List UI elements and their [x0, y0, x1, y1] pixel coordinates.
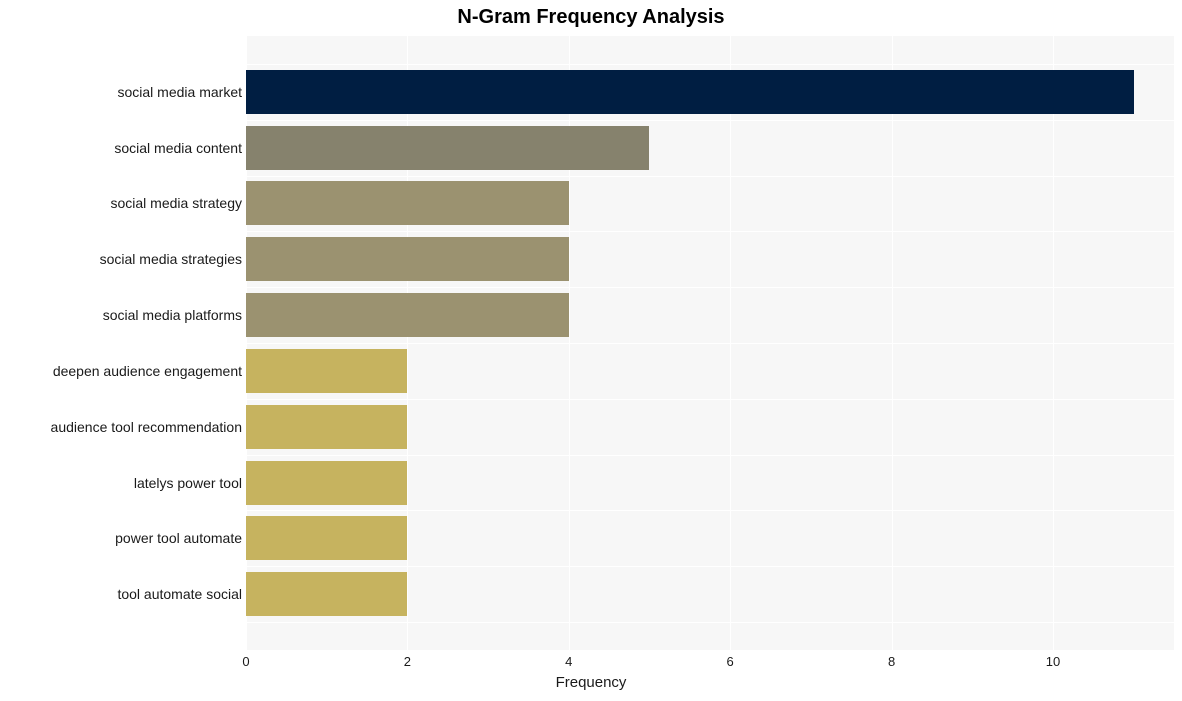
bar	[246, 237, 569, 281]
x-tick-label: 8	[888, 654, 895, 669]
y-tick-label: power tool automate	[2, 530, 242, 546]
ngram-frequency-chart: N-Gram Frequency Analysis social media m…	[0, 0, 1182, 701]
bar	[246, 349, 407, 393]
bar	[246, 572, 407, 616]
bar-row	[246, 566, 1174, 622]
plot-area	[246, 36, 1174, 650]
bar-row	[246, 64, 1174, 120]
y-tick-label: latelys power tool	[2, 475, 242, 491]
y-tick-label: social media platforms	[2, 307, 242, 323]
bar-row	[246, 455, 1174, 511]
row-separator	[246, 64, 1174, 65]
bar-row	[246, 510, 1174, 566]
bar	[246, 70, 1134, 114]
x-tick-label: 4	[565, 654, 572, 669]
bar	[246, 405, 407, 449]
chart-title: N-Gram Frequency Analysis	[0, 6, 1182, 29]
y-tick-label: social media strategy	[2, 195, 242, 211]
bar-row	[246, 231, 1174, 287]
x-tick-label: 2	[404, 654, 411, 669]
x-tick-label: 10	[1046, 654, 1060, 669]
y-tick-label: social media market	[2, 84, 242, 100]
bar	[246, 181, 569, 225]
bar-row	[246, 343, 1174, 399]
x-tick-label: 6	[727, 654, 734, 669]
y-tick-label: deepen audience engagement	[2, 363, 242, 379]
bar	[246, 293, 569, 337]
bar-row	[246, 399, 1174, 455]
bar	[246, 126, 649, 170]
bar-row	[246, 120, 1174, 176]
bar	[246, 461, 407, 505]
y-tick-label: audience tool recommendation	[2, 419, 242, 435]
bar	[246, 516, 407, 560]
bar-row	[246, 176, 1174, 232]
y-tick-label: social media content	[2, 140, 242, 156]
x-tick-label: 0	[242, 654, 249, 669]
row-separator	[246, 622, 1174, 623]
y-tick-label: social media strategies	[2, 251, 242, 267]
bar-row	[246, 287, 1174, 343]
x-axis-label: Frequency	[0, 674, 1182, 691]
y-tick-label: tool automate social	[2, 586, 242, 602]
